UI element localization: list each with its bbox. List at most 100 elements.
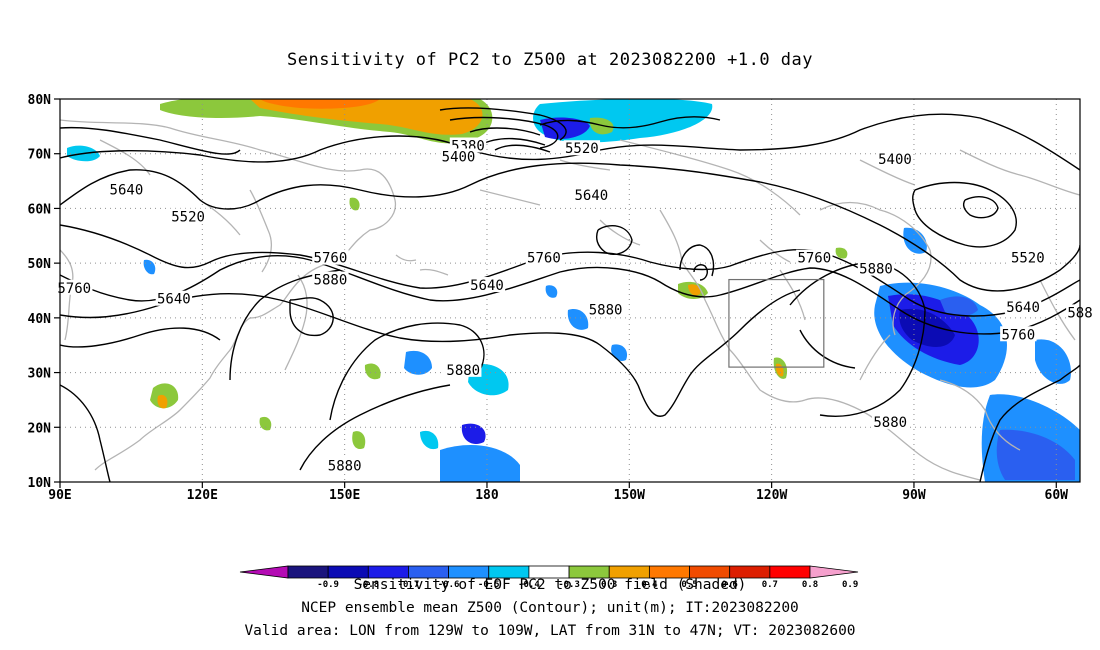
shading-region	[903, 227, 927, 254]
shading-region	[461, 423, 486, 445]
lat-tick-label: 40N	[28, 312, 52, 327]
contour-label: 5760	[57, 281, 91, 297]
colorbar-label: -0.5	[478, 580, 500, 590]
contour-labels: 5640552056405760576058805880538054005520…	[56, 137, 1094, 475]
contour-label-bg	[872, 413, 909, 429]
contour-label-bg	[326, 457, 363, 473]
shading-region	[688, 284, 701, 296]
contour-line	[979, 364, 1080, 482]
lat-tick-label: 30N	[28, 367, 52, 382]
contour-line	[679, 244, 715, 277]
shading-region	[440, 445, 520, 482]
contour-label-bg	[1009, 249, 1047, 265]
contour-label-bg	[563, 140, 601, 156]
contour-label: 5760	[797, 251, 831, 267]
valid-area-rect	[728, 278, 825, 368]
contour-line	[494, 144, 551, 153]
contour-line	[449, 116, 559, 149]
contour-label: 5640	[1006, 300, 1040, 316]
shading-region	[143, 259, 156, 275]
contour-label-bg	[468, 277, 506, 293]
footer-line-3: Valid area: LON from 129W to 109W, LAT f…	[244, 623, 856, 639]
contour-line	[60, 327, 221, 348]
lon-tick-label: 90E	[48, 488, 71, 503]
shading-region	[352, 431, 366, 450]
contour-line	[60, 224, 1080, 317]
contour-label-bg	[108, 181, 145, 197]
coastline	[284, 274, 308, 371]
coastline	[659, 209, 731, 351]
shading-region	[420, 430, 439, 450]
colorbar-label: -0.4	[518, 580, 540, 590]
lat-tick-label: 80N	[28, 93, 52, 108]
shading-region	[364, 363, 381, 380]
shading-region	[996, 429, 1075, 480]
contour-label: 5400	[878, 152, 912, 168]
coastline	[959, 149, 1080, 196]
colorbar-label: 0.6	[722, 580, 738, 590]
map-frame	[59, 98, 1081, 483]
contour-line	[912, 181, 1017, 248]
contour-label-bg	[1000, 326, 1037, 342]
contour-label-bg	[445, 361, 482, 377]
coastline	[804, 397, 981, 481]
coastline	[779, 269, 806, 321]
contour-label: 5640	[110, 182, 144, 198]
colorbar-label: -0.7	[398, 580, 420, 590]
contour-label-bg	[155, 290, 193, 306]
lat-tick-label: 60N	[28, 202, 52, 217]
shading-region	[1035, 339, 1071, 384]
contour-line	[539, 116, 721, 129]
contour-label: 5880	[589, 303, 623, 319]
coastline	[99, 139, 151, 176]
shading-region	[611, 344, 628, 361]
lon-tick-label: 120E	[187, 488, 218, 503]
contour-line	[596, 224, 633, 256]
lon-tick-label: 150W	[614, 488, 645, 503]
shading-region	[349, 197, 360, 211]
contour-line	[789, 261, 926, 417]
contour-label: 5640	[574, 188, 608, 204]
coastline	[859, 334, 891, 381]
lon-tick-label: 150E	[329, 488, 360, 503]
coastline	[94, 259, 341, 471]
coastline	[619, 139, 801, 216]
contour-label-bg	[312, 271, 349, 287]
colorbar-label: 0.9	[842, 580, 858, 590]
contour-label: 5880	[314, 273, 348, 289]
contour-label: 5520	[565, 141, 599, 157]
contour-label: 5760	[314, 251, 348, 267]
contour-label-bg	[796, 249, 833, 265]
contour-line	[60, 289, 801, 417]
coastline	[249, 189, 272, 273]
contour-label: 5880	[859, 262, 893, 278]
shading-region	[157, 394, 168, 409]
coastline	[395, 254, 417, 262]
coastline	[819, 201, 931, 251]
sensitivity-shading	[67, 99, 1080, 482]
contour-label-bg	[587, 301, 624, 317]
valid-area-box	[728, 278, 825, 368]
contour-line	[439, 107, 567, 141]
colorbar-label: -0.8	[357, 580, 379, 590]
coastline	[759, 239, 791, 263]
contour-label-bg	[440, 148, 477, 164]
lat-tick-label: 10N	[28, 476, 52, 491]
contour-label: 5640	[157, 292, 191, 308]
contour-label-bg	[169, 208, 207, 224]
contour-label-bg	[573, 186, 610, 202]
lon-tick-label: 60W	[1045, 488, 1069, 503]
contour-label: 5400	[442, 149, 476, 165]
contour-line	[60, 162, 1080, 292]
contour-line	[60, 126, 241, 155]
shading-region	[567, 309, 589, 330]
contour-label: 5520	[171, 210, 205, 226]
contour-label: 5760	[527, 251, 561, 267]
lon-tick-label: 90W	[902, 488, 926, 503]
colorbar-label: 0.5	[681, 580, 697, 590]
contour-label: 5520	[1011, 251, 1045, 267]
colorbar-label: -0.9	[317, 580, 339, 590]
lat-tick-label: 20N	[28, 421, 52, 436]
coastline	[729, 349, 806, 403]
